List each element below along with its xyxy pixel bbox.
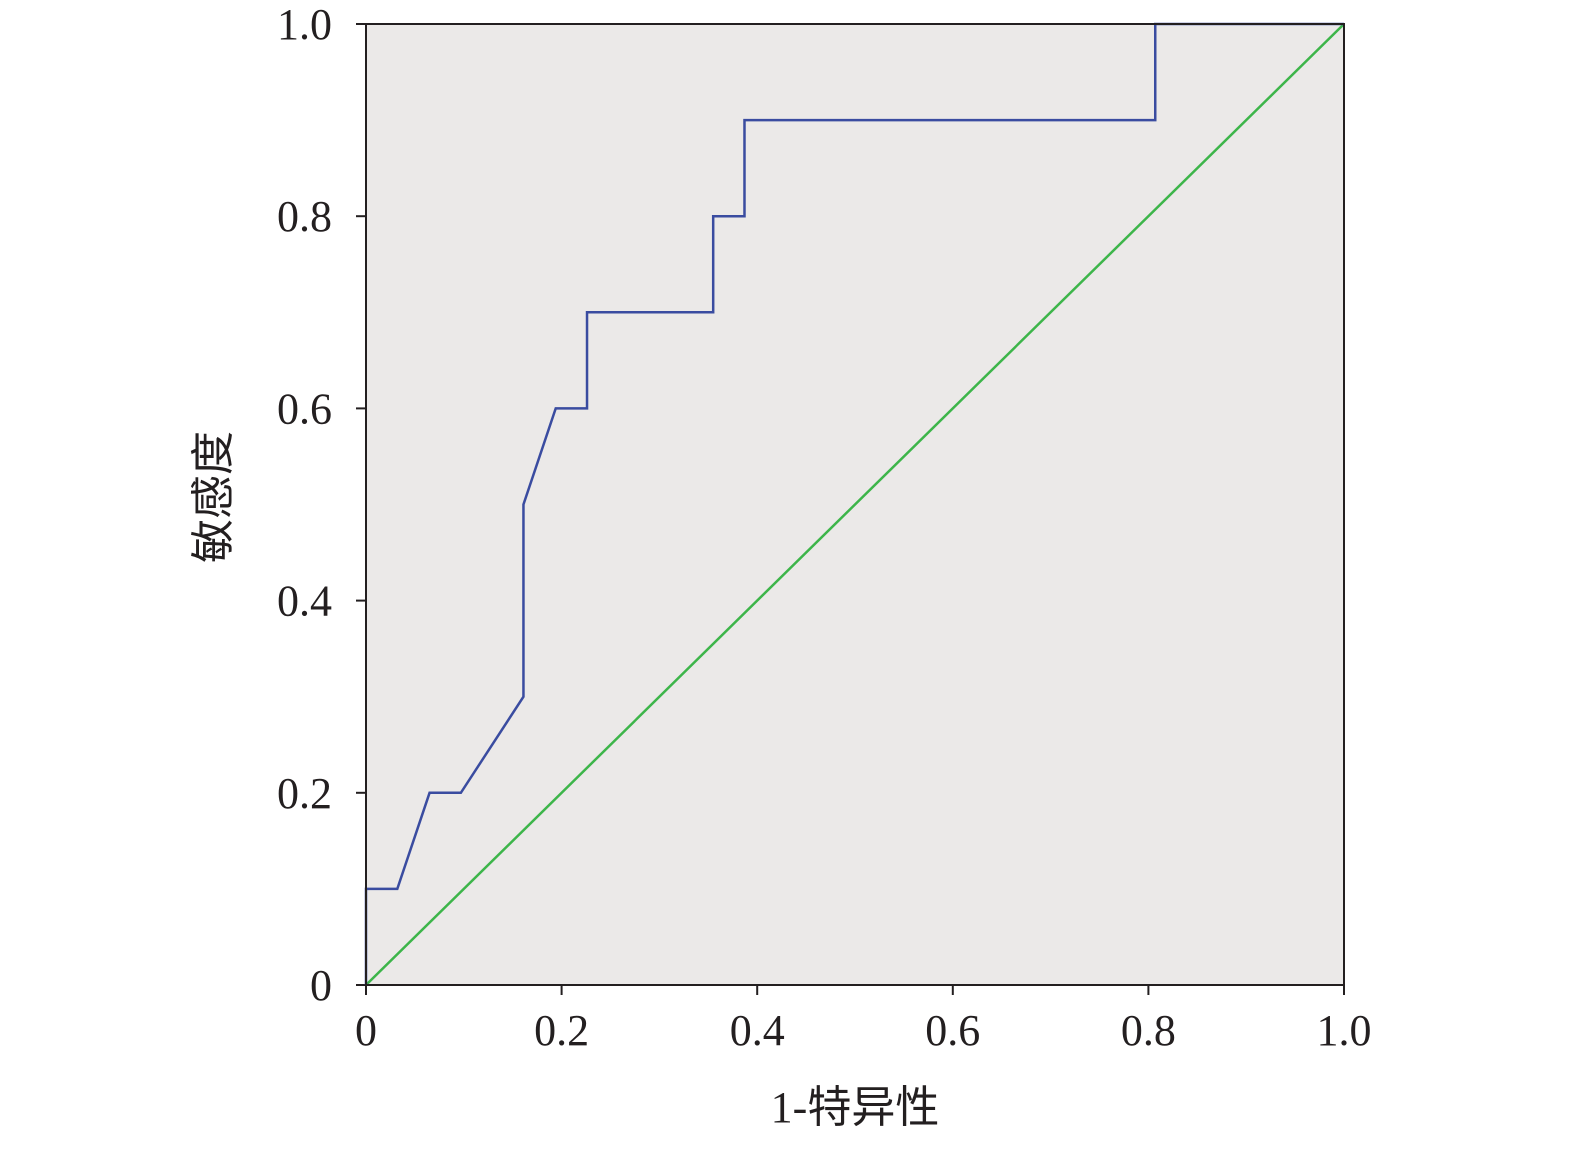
x-tick-label: 1.0	[1317, 1006, 1372, 1055]
y-axis-label: 敏感度	[189, 431, 238, 563]
roc-line	[364, 22, 1344, 985]
x-axis-label: 1-特异性	[771, 1083, 940, 1132]
roc-line	[365, 23, 1345, 986]
x-tick-label: 0.6	[925, 1006, 980, 1055]
x-tick-label: 0.2	[534, 1006, 589, 1055]
y-tick-label: 0	[310, 961, 332, 1010]
x-tick-label: 0.4	[730, 1006, 785, 1055]
y-tick-label: 1.0	[277, 0, 332, 49]
x-tick-label: 0.8	[1121, 1006, 1176, 1055]
y-tick-label: 0.8	[277, 192, 332, 241]
x-tick-label: 0	[355, 1006, 377, 1055]
plot-frame	[365, 23, 1345, 986]
y-tick-label: 0.2	[277, 769, 332, 818]
y-tick-label: 0.4	[277, 577, 332, 626]
y-tick-label: 0.6	[277, 384, 332, 433]
